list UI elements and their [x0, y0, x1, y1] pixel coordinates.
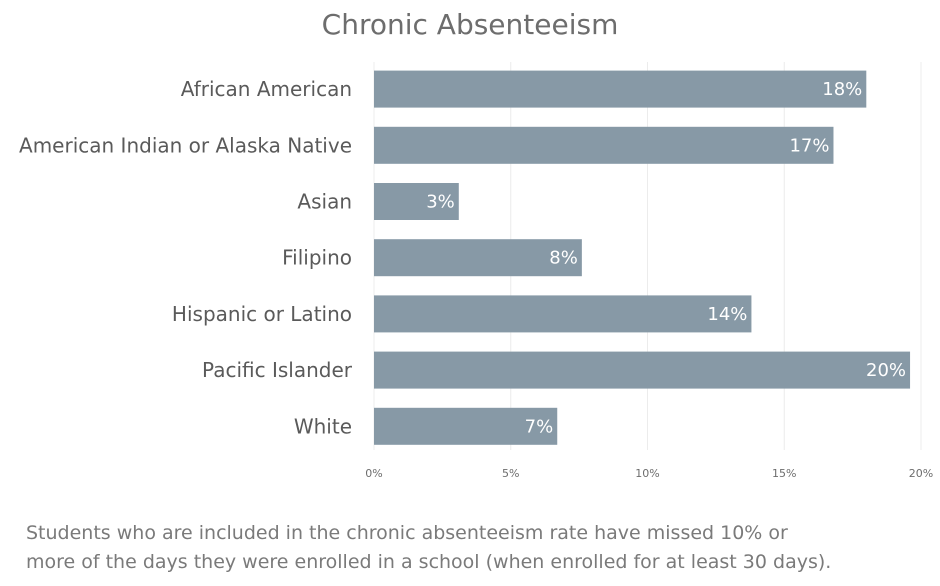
data-label: 7% [525, 416, 554, 437]
category-label: Hispanic or Latino [172, 302, 352, 326]
data-label: 17% [789, 135, 829, 156]
x-tick-label: 10% [635, 467, 659, 480]
bar [374, 70, 867, 108]
bar [374, 407, 558, 445]
footnote-line-1: Students who are included in the chronic… [26, 522, 788, 544]
category-label: Pacific Islander [202, 358, 353, 382]
x-tick-label: 20% [909, 467, 933, 480]
x-tick-label: 5% [502, 467, 519, 480]
labels: African American 18% American Indian or Al… [19, 77, 906, 438]
footnote-line-2: more of the days they were enrolled in a… [26, 551, 832, 573]
bar [374, 183, 459, 220]
category-label: Asian [297, 190, 352, 214]
bars [374, 70, 911, 445]
category-label: American Indian or Alaska Native [19, 133, 352, 157]
chart-title: Chronic Absenteeism [322, 8, 619, 41]
x-axis-ticks: 0% 5% 10% 15% 20% [365, 467, 933, 480]
data-label: 3% [426, 192, 455, 213]
data-label: 8% [549, 248, 578, 269]
data-label: 20% [866, 360, 906, 381]
category-label: White [294, 414, 352, 438]
data-label: 18% [822, 79, 862, 100]
x-tick-label: 0% [365, 467, 382, 480]
bar [374, 239, 582, 277]
bar-chart: Chronic Absenteeism African American 18%A… [19, 8, 933, 480]
data-label: 14% [707, 304, 747, 325]
category-label: African American [181, 77, 352, 101]
footnote: Students who are included in the chronic… [26, 519, 926, 577]
bar [374, 126, 834, 164]
bar [374, 295, 752, 333]
category-label: Filipino [282, 246, 352, 270]
bar [374, 351, 911, 389]
x-tick-label: 15% [772, 467, 796, 480]
